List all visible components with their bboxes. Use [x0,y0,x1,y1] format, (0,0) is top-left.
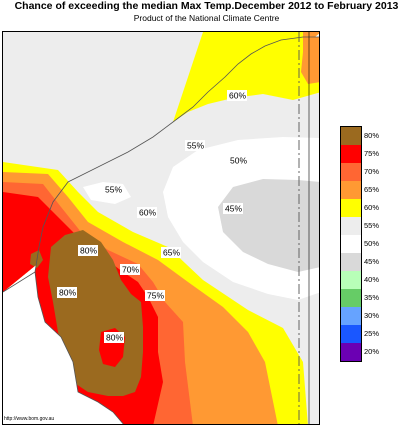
zone-65-northeast [301,32,319,84]
legend-label-20: 20% [364,347,380,356]
legend-label-45: 45% [364,257,380,266]
legend-label-70: 70% [364,167,380,176]
label-80-south: 80% [106,333,123,343]
label-80-north: 80% [80,246,97,256]
south-west-coastline [34,271,124,424]
legend-color-bar [340,126,362,362]
legend-label-40: 40% [364,275,380,284]
legend-swatch-25 [341,325,361,343]
legend-swatch-30 [341,307,361,325]
north-west-coastline [3,36,319,293]
legend-swatch-70 [341,163,361,181]
label-65: 65% [163,248,180,258]
label-50: 50% [230,156,247,166]
contour-labels: 60% 55% 55% 50% 45% 60% 65% 80% 70% 80% … [57,90,248,343]
map-subtitle: Product of the National Climate Centre [133,13,280,23]
legend-swatch-65 [341,181,361,199]
label-60-north: 60% [229,91,246,101]
outlook-map: 60% 55% 55% 50% 45% 60% 65% 80% 70% 80% … [3,32,319,424]
legend-swatch-45 [341,253,361,271]
legend-label-50: 50% [364,239,380,248]
legend-label-35: 35% [364,293,380,302]
label-55-west: 55% [105,185,122,195]
label-45: 45% [225,204,242,214]
legend-label-80: 80% [364,131,380,140]
legend-label-25: 25% [364,329,380,338]
map-title: Chance of exceeding the median Max Temp.… [14,0,399,12]
source-url[interactable]: http://www.bom.gov.au [4,416,55,422]
zone-80-coast-spot [30,250,43,268]
legend-swatch-80 [341,127,361,145]
zone-45 [218,179,319,272]
label-75: 75% [147,291,164,301]
label-55-central: 55% [187,141,204,151]
legend-swatch-50 [341,235,361,253]
legend-label-55: 55% [364,221,380,230]
map-panel: 60% 55% 55% 50% 45% 60% 65% 80% 70% 80% … [2,31,320,425]
legend-swatch-75 [341,145,361,163]
legend-label-75: 75% [364,149,380,158]
zone-60-north [173,32,319,122]
legend-swatch-20 [341,343,361,361]
legend-swatch-40 [341,271,361,289]
label-60-west: 60% [139,208,156,218]
legend-swatch-60 [341,199,361,217]
label-70: 70% [122,265,139,275]
legend-label-65: 65% [364,185,380,194]
legend-swatch-35 [341,289,361,307]
legend-swatch-55 [341,217,361,235]
legend-label-60: 60% [364,203,380,212]
label-80-west: 80% [59,288,76,298]
legend-label-30: 30% [364,311,380,320]
